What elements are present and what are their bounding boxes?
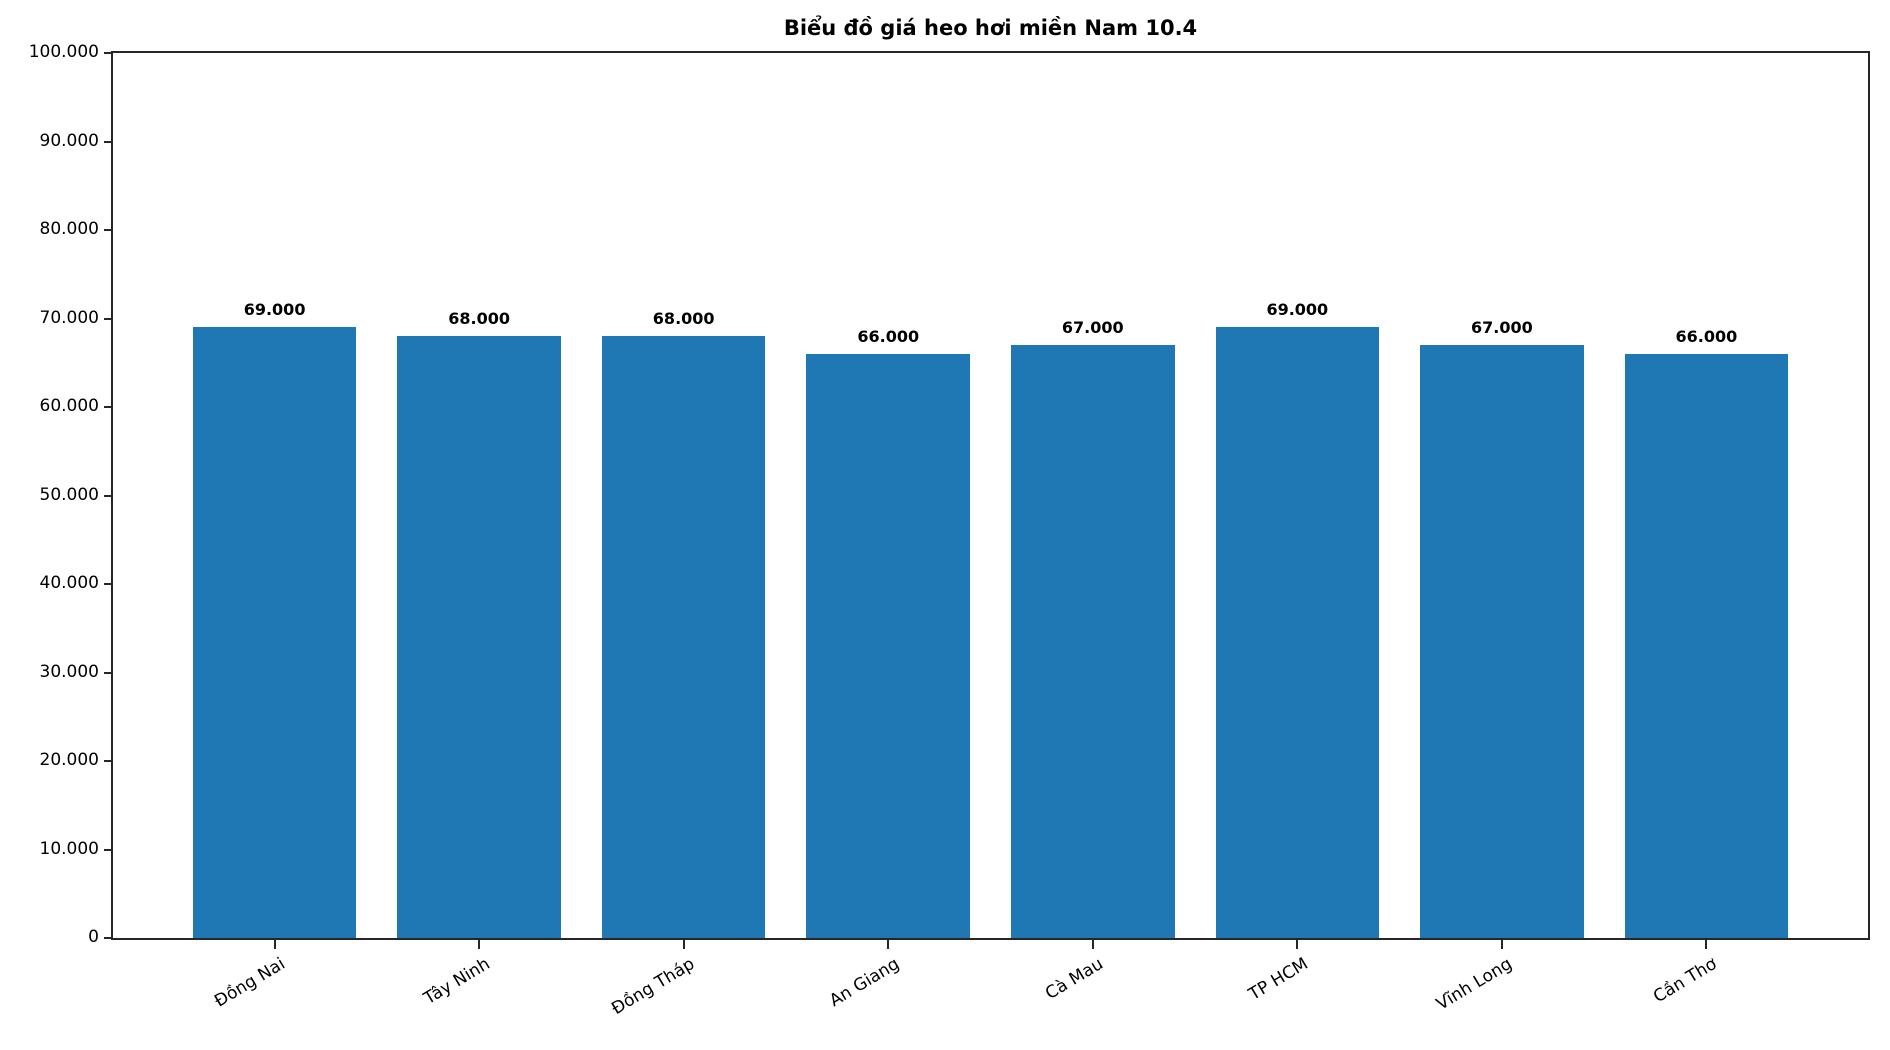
bar — [1624, 353, 1789, 938]
y-tick-label: 20.000 — [39, 750, 99, 770]
bar-value-label: 69.000 — [243, 300, 306, 320]
bar-value-label: 68.000 — [448, 309, 510, 329]
x-tick — [478, 940, 481, 949]
y-tick-label: 80.000 — [39, 219, 99, 239]
x-tick — [273, 940, 276, 949]
plot-area: 69.000 68.000 68.000 66.000 67.000 69.000 67.0… — [111, 51, 1870, 940]
bar — [1010, 345, 1175, 938]
x-tick-label: TP HCM — [1245, 954, 1312, 1005]
bar-value-label: 67.000 — [1061, 318, 1124, 338]
bar — [601, 336, 766, 938]
x-tick — [1705, 940, 1708, 949]
bar-value-label: 68.000 — [652, 309, 715, 329]
y-tick-label: 50.000 — [39, 484, 99, 505]
bar-value-label: 66.000 — [1675, 326, 1738, 346]
x-tick — [1091, 940, 1094, 949]
bar-value-label: 66.000 — [857, 326, 920, 346]
y-tick-label: 30.000 — [39, 661, 99, 682]
x-tick — [1500, 940, 1503, 949]
bar — [806, 353, 971, 938]
y-tick-label: 90.000 — [39, 130, 99, 151]
x-tick — [682, 940, 685, 949]
y-tick-label: 60.000 — [39, 396, 99, 416]
y-tick-label: 0 — [88, 927, 99, 947]
bar-value-label: 69.000 — [1266, 300, 1329, 320]
bar-value-label: 67.000 — [1470, 318, 1533, 338]
y-tick-label: 100.000 — [28, 42, 99, 62]
bar — [1420, 345, 1584, 938]
bar — [397, 336, 561, 938]
bar — [1215, 327, 1380, 938]
y-tick-label: 10.000 — [39, 838, 99, 859]
bar — [192, 327, 357, 938]
x-tick — [887, 940, 890, 949]
x-tick-label: Đồng Tháp — [608, 954, 698, 1020]
x-tick-label: An Giang — [825, 954, 903, 1012]
x-tick-label: Cà Mau — [1042, 954, 1108, 1004]
x-tick — [1296, 940, 1299, 949]
chart-title: Biểu đồ giá heo hơi miền Nam 10.4 — [783, 16, 1198, 40]
x-tick-label: Tây Ninh — [420, 954, 494, 1009]
bars-container: 69.000 68.000 68.000 66.000 67.000 69.000 67.0… — [113, 53, 1868, 938]
x-tick-label: Cần Thơ — [1650, 954, 1721, 1008]
x-tick-label: Đồng Nai — [211, 954, 289, 1012]
y-tick-label: 70.000 — [39, 307, 99, 328]
y-tick-label: 40.000 — [39, 573, 99, 593]
x-tick-label: Vĩnh Long — [1433, 954, 1517, 1015]
